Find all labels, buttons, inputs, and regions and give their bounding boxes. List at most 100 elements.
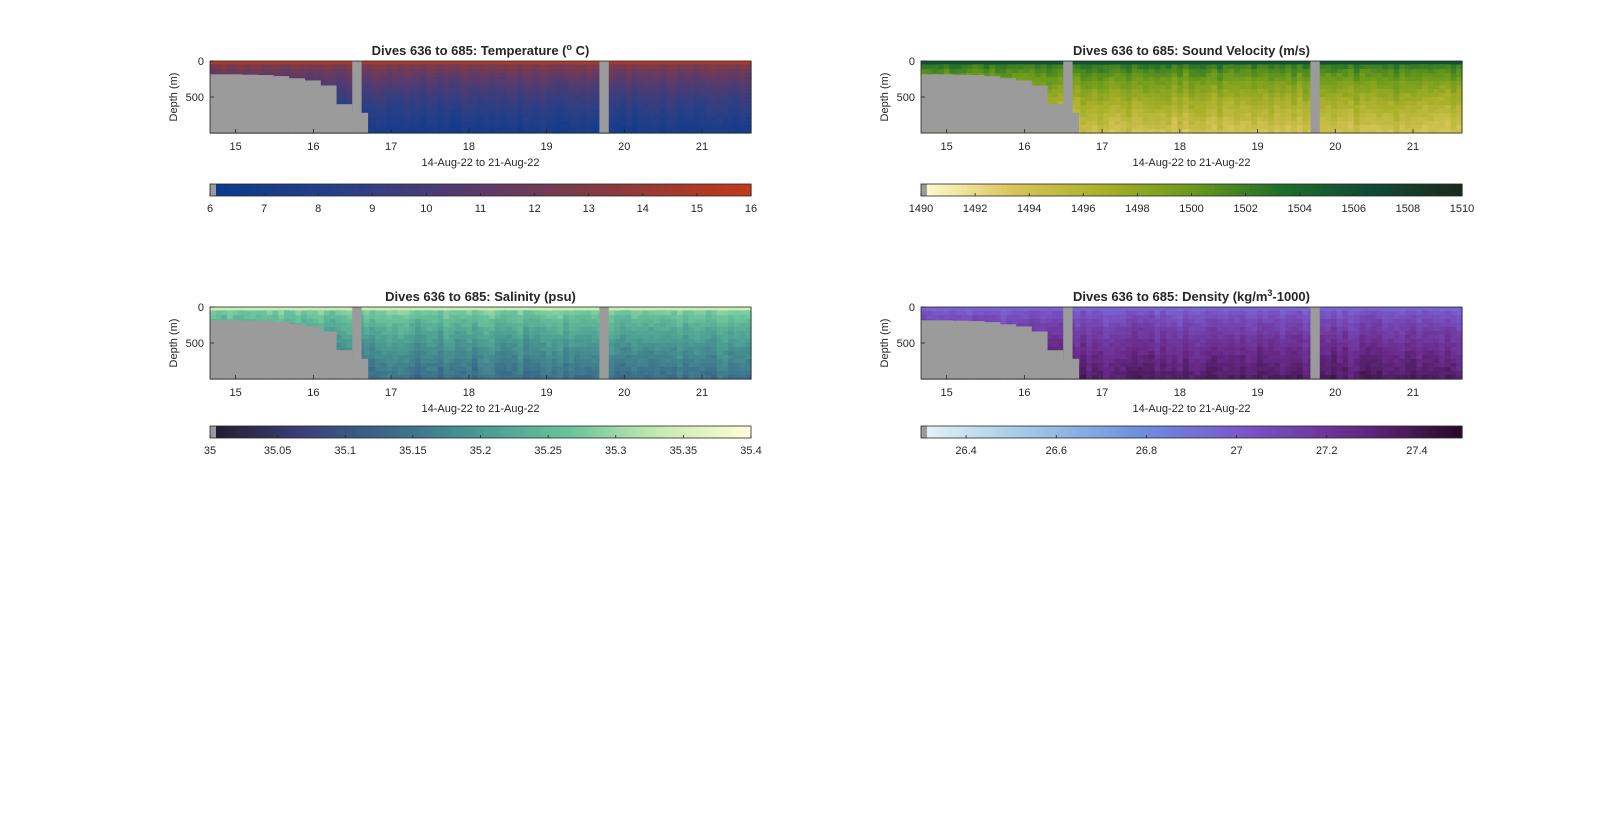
heatmap-cell [676, 85, 684, 90]
heatmap-cell [580, 65, 587, 70]
heatmap-cell [722, 73, 729, 78]
heatmap-cell [1331, 77, 1338, 82]
heatmap-cell [665, 73, 672, 78]
colorbar-segment [530, 184, 536, 196]
heatmap-cell [272, 73, 279, 78]
heatmap-cell [580, 315, 587, 320]
heatmap-cell [545, 81, 553, 86]
heatmap-cell [392, 347, 399, 352]
heatmap-cell [665, 89, 672, 94]
colorbar-segment [746, 184, 752, 196]
heatmap-cell [506, 117, 513, 122]
heatmap-cell [1228, 101, 1235, 106]
heatmap-cell [375, 327, 382, 332]
heatmap-cell [659, 129, 667, 134]
heatmap-cell [1154, 85, 1161, 90]
heatmap-cell [1336, 85, 1344, 90]
heatmap-cell [1165, 81, 1173, 86]
heatmap-cell [1405, 73, 1412, 78]
heatmap-cell [432, 343, 439, 348]
heatmap-cell [437, 319, 445, 324]
heatmap-cell [585, 125, 593, 130]
heatmap-cell [1239, 77, 1247, 82]
heatmap-cell [1000, 65, 1008, 70]
heatmap-cell [1182, 81, 1190, 86]
colorbar-segment [1457, 184, 1463, 196]
heatmap-cell [699, 105, 707, 110]
bathymetry-block [225, 74, 243, 133]
heatmap-cell [466, 85, 473, 90]
heatmap-cell [1456, 85, 1463, 90]
heatmap-cell [551, 371, 558, 376]
colorbar-segment [952, 184, 958, 196]
heatmap-cell [494, 363, 502, 368]
heatmap-cell [1154, 109, 1161, 114]
heatmap-cell [454, 367, 462, 372]
heatmap-cell [1143, 93, 1150, 98]
heatmap-cell [1331, 85, 1338, 90]
heatmap-cell [517, 129, 524, 134]
colorbar-segment [1218, 184, 1224, 196]
heatmap-cell [1137, 97, 1144, 102]
heatmap-cell [671, 97, 678, 102]
heatmap-cell [574, 65, 581, 70]
colorbar-segment [498, 184, 504, 196]
heatmap-cell [1137, 101, 1144, 106]
heatmap-cell [1245, 101, 1252, 106]
colorbar-tick-label: 1502 [1233, 203, 1257, 215]
heatmap-cell [1268, 77, 1275, 82]
heatmap-cell [1353, 97, 1361, 102]
heatmap-cell [1410, 117, 1418, 122]
heatmap-cell [466, 371, 473, 376]
heatmap-cell [1410, 109, 1418, 114]
heatmap-cell [528, 89, 536, 94]
heatmap-cell [580, 93, 587, 98]
heatmap-cell [534, 367, 541, 372]
heatmap-cell [637, 93, 644, 98]
heatmap-cell [1325, 77, 1332, 82]
heatmap-cell [506, 101, 513, 106]
heatmap-cell [289, 311, 297, 316]
heatmap-cell [705, 105, 712, 110]
heatmap-cell [380, 65, 388, 70]
heatmap-cell [477, 347, 484, 352]
heatmap-cell [1393, 81, 1400, 86]
heatmap-cell [1211, 113, 1218, 118]
heatmap-cell [1108, 65, 1116, 70]
heatmap-cell [637, 125, 644, 130]
heatmap-cell [1365, 101, 1372, 106]
colorbar-segment [975, 184, 981, 196]
heatmap-cell [1222, 125, 1230, 130]
heatmap-cell [335, 81, 342, 86]
heatmap-cell [694, 101, 701, 106]
heatmap-cell [1108, 73, 1116, 78]
colorbar-segment [282, 184, 288, 196]
heatmap-cell [534, 97, 541, 102]
colorbar-segment [489, 184, 495, 196]
heatmap-cell [489, 129, 496, 134]
heatmap-cell [1103, 105, 1110, 110]
heatmap-cell [1359, 97, 1366, 102]
heatmap-cell [1200, 73, 1207, 78]
heatmap-cell [960, 69, 968, 74]
colorbar-segment [647, 184, 653, 196]
heatmap-cell [1387, 81, 1395, 86]
heatmap-cell [494, 113, 502, 118]
heatmap-cell [471, 89, 479, 94]
heatmap-cell [1057, 77, 1064, 82]
heatmap-cell [580, 117, 587, 122]
heatmap-cell [471, 77, 479, 82]
heatmap-cell [1256, 69, 1264, 74]
heatmap-cell [1251, 77, 1258, 82]
heatmap-cell [227, 311, 234, 316]
heatmap-cell [415, 117, 422, 122]
heatmap-cell [557, 347, 564, 352]
heatmap-cell [340, 101, 348, 106]
heatmap-cell [340, 339, 348, 344]
colorbar-tick-label: 1510 [1450, 203, 1474, 215]
heatmap-cell [232, 69, 240, 74]
heatmap-cell [938, 69, 945, 74]
heatmap-cell [745, 117, 752, 122]
chart-panel-3: Dives 636 to 685: Salinity (psu)0500Dept… [168, 289, 762, 457]
heatmap-cell [386, 77, 393, 82]
